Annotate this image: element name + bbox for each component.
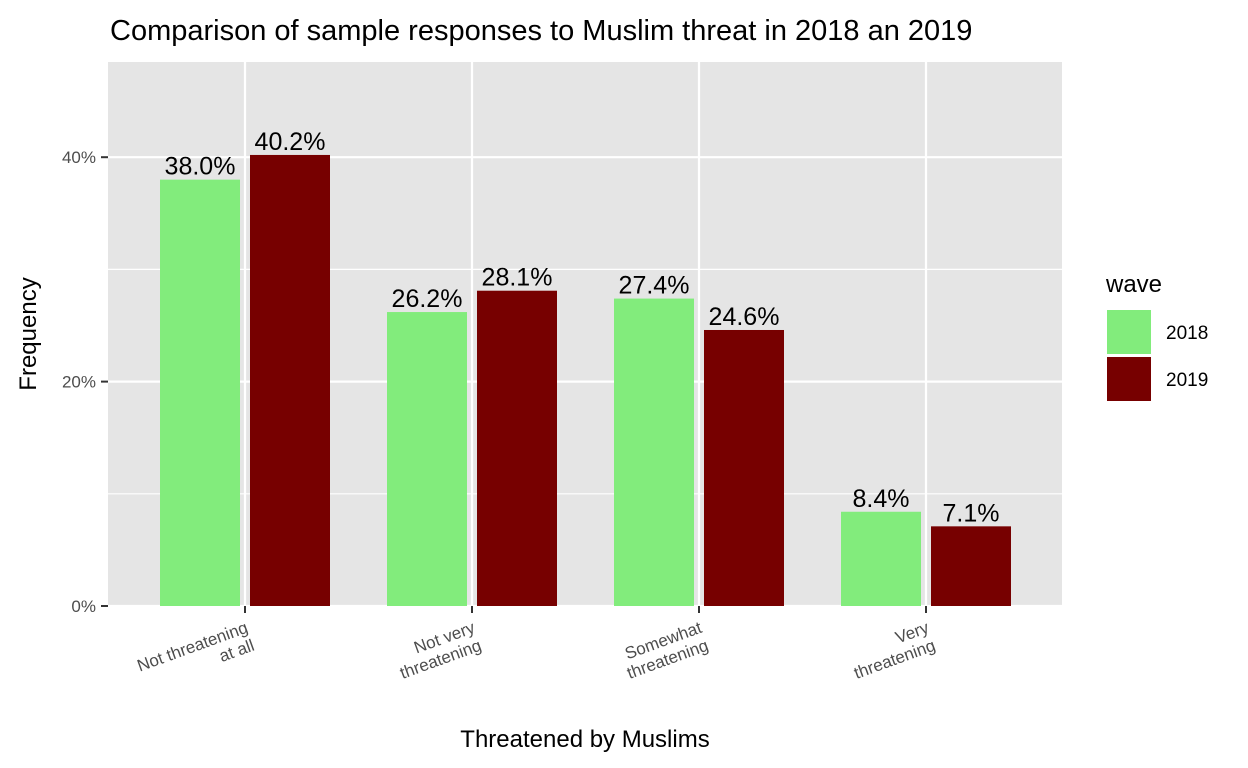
bar-label-2018-2: 26.2%	[392, 285, 463, 313]
bar-label-2019-1: 40.2%	[255, 128, 326, 156]
y-tick-label: 20%	[62, 373, 96, 392]
bar-label-2019-2: 28.1%	[482, 264, 553, 292]
x-tick-label: Somewhatthreatening	[618, 618, 711, 683]
legend-key-2018	[1107, 310, 1151, 354]
legend: wave 2018 2019	[1105, 271, 1208, 401]
bars	[160, 154, 1011, 606]
bar-label-2018-3: 27.4%	[619, 272, 690, 300]
chart-title: Comparison of sample responses to Muslim…	[110, 15, 972, 47]
bar-2019-2	[477, 290, 557, 606]
bar-2018-1	[160, 179, 240, 606]
bar-2018-4	[841, 511, 921, 606]
bar-labels: 38.0% 26.2% 27.4% 8.4% 40.2% 28.1% 24.6% 7.1%	[165, 128, 1000, 527]
bar-label-2019-4: 7.1%	[943, 499, 1000, 527]
legend-key-2019	[1107, 357, 1151, 401]
legend-title: wave	[1105, 271, 1162, 298]
y-tick-label: 40%	[62, 148, 96, 167]
bar-label-2018-1: 38.0%	[165, 153, 236, 181]
bar-2019-3	[704, 329, 784, 606]
x-tick-label: Not verythreatening	[391, 618, 484, 683]
legend-label-2019: 2019	[1166, 370, 1208, 391]
bar-2019-4	[931, 526, 1011, 606]
y-tick-label: 0%	[71, 597, 96, 616]
bar-label-2018-4: 8.4%	[853, 485, 910, 513]
x-tick-label: Not threateningat all	[135, 618, 257, 693]
x-tick-label: Verythreatening	[845, 618, 938, 683]
y-axis: 0% 20% 40%	[62, 148, 108, 616]
y-axis-title: Frequency	[15, 277, 42, 390]
x-axis: Not threateningat all Not verythreatening…	[135, 606, 938, 693]
bar-2018-2	[387, 312, 467, 606]
bar-2019-1	[250, 154, 330, 606]
bar-2018-3	[614, 298, 694, 606]
x-axis-title: Threatened by Muslims	[460, 726, 709, 753]
legend-label-2018: 2018	[1166, 323, 1208, 344]
bar-label-2019-3: 24.6%	[709, 303, 780, 331]
